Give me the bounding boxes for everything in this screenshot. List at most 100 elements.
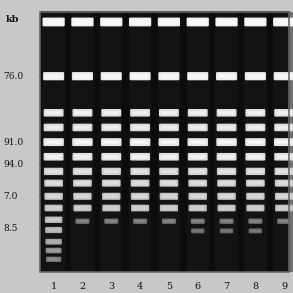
FancyBboxPatch shape — [45, 193, 63, 200]
FancyBboxPatch shape — [248, 111, 263, 115]
FancyBboxPatch shape — [248, 219, 263, 224]
FancyBboxPatch shape — [42, 18, 65, 26]
FancyBboxPatch shape — [220, 229, 233, 233]
FancyBboxPatch shape — [75, 219, 89, 224]
FancyBboxPatch shape — [219, 140, 234, 144]
FancyBboxPatch shape — [222, 230, 231, 232]
FancyBboxPatch shape — [159, 180, 178, 187]
FancyBboxPatch shape — [102, 168, 121, 175]
FancyBboxPatch shape — [132, 125, 148, 130]
FancyBboxPatch shape — [246, 193, 265, 200]
FancyBboxPatch shape — [191, 195, 205, 198]
FancyBboxPatch shape — [44, 180, 63, 187]
FancyBboxPatch shape — [160, 205, 178, 212]
FancyBboxPatch shape — [191, 206, 205, 210]
Bar — [187, 12, 209, 272]
FancyBboxPatch shape — [216, 138, 237, 146]
FancyBboxPatch shape — [277, 206, 291, 210]
FancyBboxPatch shape — [277, 111, 292, 115]
FancyBboxPatch shape — [276, 74, 292, 78]
FancyBboxPatch shape — [104, 155, 119, 159]
FancyBboxPatch shape — [44, 109, 64, 117]
FancyBboxPatch shape — [102, 205, 120, 212]
FancyBboxPatch shape — [246, 109, 265, 117]
FancyBboxPatch shape — [246, 153, 265, 161]
FancyBboxPatch shape — [276, 20, 293, 24]
FancyBboxPatch shape — [217, 193, 236, 200]
FancyBboxPatch shape — [104, 195, 118, 198]
FancyBboxPatch shape — [217, 124, 236, 131]
Bar — [129, 12, 151, 272]
FancyBboxPatch shape — [189, 205, 207, 212]
FancyBboxPatch shape — [101, 72, 122, 80]
FancyBboxPatch shape — [45, 217, 62, 223]
FancyBboxPatch shape — [104, 125, 119, 130]
FancyBboxPatch shape — [162, 195, 176, 198]
FancyBboxPatch shape — [103, 20, 120, 24]
FancyBboxPatch shape — [217, 153, 236, 161]
Text: 4: 4 — [137, 282, 143, 291]
FancyBboxPatch shape — [132, 155, 148, 159]
FancyBboxPatch shape — [161, 125, 176, 130]
FancyBboxPatch shape — [246, 168, 265, 175]
FancyBboxPatch shape — [130, 72, 151, 80]
FancyBboxPatch shape — [193, 220, 203, 223]
FancyBboxPatch shape — [46, 140, 62, 144]
FancyBboxPatch shape — [48, 249, 59, 252]
FancyBboxPatch shape — [219, 195, 234, 198]
FancyBboxPatch shape — [130, 109, 150, 117]
FancyBboxPatch shape — [190, 111, 205, 115]
Text: 7: 7 — [224, 282, 230, 291]
FancyBboxPatch shape — [102, 180, 121, 187]
FancyBboxPatch shape — [45, 205, 63, 212]
FancyBboxPatch shape — [132, 140, 148, 144]
FancyBboxPatch shape — [72, 72, 93, 80]
FancyBboxPatch shape — [104, 206, 118, 210]
FancyBboxPatch shape — [44, 153, 64, 161]
FancyBboxPatch shape — [133, 219, 147, 224]
FancyBboxPatch shape — [277, 181, 291, 185]
Text: 8.5: 8.5 — [3, 224, 17, 233]
FancyBboxPatch shape — [133, 206, 147, 210]
FancyBboxPatch shape — [159, 153, 179, 161]
FancyBboxPatch shape — [275, 168, 293, 175]
FancyBboxPatch shape — [73, 205, 91, 212]
FancyBboxPatch shape — [215, 18, 238, 26]
Text: 76.0: 76.0 — [3, 72, 23, 81]
FancyBboxPatch shape — [219, 111, 234, 115]
FancyBboxPatch shape — [101, 124, 121, 131]
FancyBboxPatch shape — [191, 229, 205, 233]
Text: 9: 9 — [281, 282, 287, 291]
FancyBboxPatch shape — [193, 230, 203, 232]
FancyBboxPatch shape — [188, 124, 208, 131]
FancyBboxPatch shape — [162, 219, 176, 224]
FancyBboxPatch shape — [46, 125, 61, 130]
FancyBboxPatch shape — [75, 195, 89, 198]
FancyBboxPatch shape — [132, 111, 148, 115]
FancyBboxPatch shape — [159, 124, 179, 131]
FancyBboxPatch shape — [190, 170, 205, 173]
FancyBboxPatch shape — [47, 181, 61, 185]
FancyBboxPatch shape — [217, 180, 236, 187]
FancyBboxPatch shape — [75, 111, 90, 115]
FancyBboxPatch shape — [46, 155, 61, 159]
Bar — [215, 12, 238, 272]
FancyBboxPatch shape — [73, 193, 92, 200]
Text: 3: 3 — [108, 282, 114, 291]
FancyBboxPatch shape — [247, 20, 264, 24]
FancyBboxPatch shape — [275, 205, 293, 212]
FancyBboxPatch shape — [45, 74, 62, 78]
FancyBboxPatch shape — [277, 195, 291, 198]
FancyBboxPatch shape — [75, 170, 90, 173]
FancyBboxPatch shape — [246, 180, 265, 187]
FancyBboxPatch shape — [244, 18, 267, 26]
FancyBboxPatch shape — [104, 111, 119, 115]
FancyBboxPatch shape — [248, 155, 263, 159]
FancyBboxPatch shape — [76, 206, 89, 210]
Bar — [158, 12, 180, 272]
FancyBboxPatch shape — [101, 109, 121, 117]
FancyBboxPatch shape — [219, 170, 234, 173]
FancyBboxPatch shape — [130, 168, 150, 175]
FancyBboxPatch shape — [43, 138, 64, 146]
FancyBboxPatch shape — [161, 140, 177, 144]
